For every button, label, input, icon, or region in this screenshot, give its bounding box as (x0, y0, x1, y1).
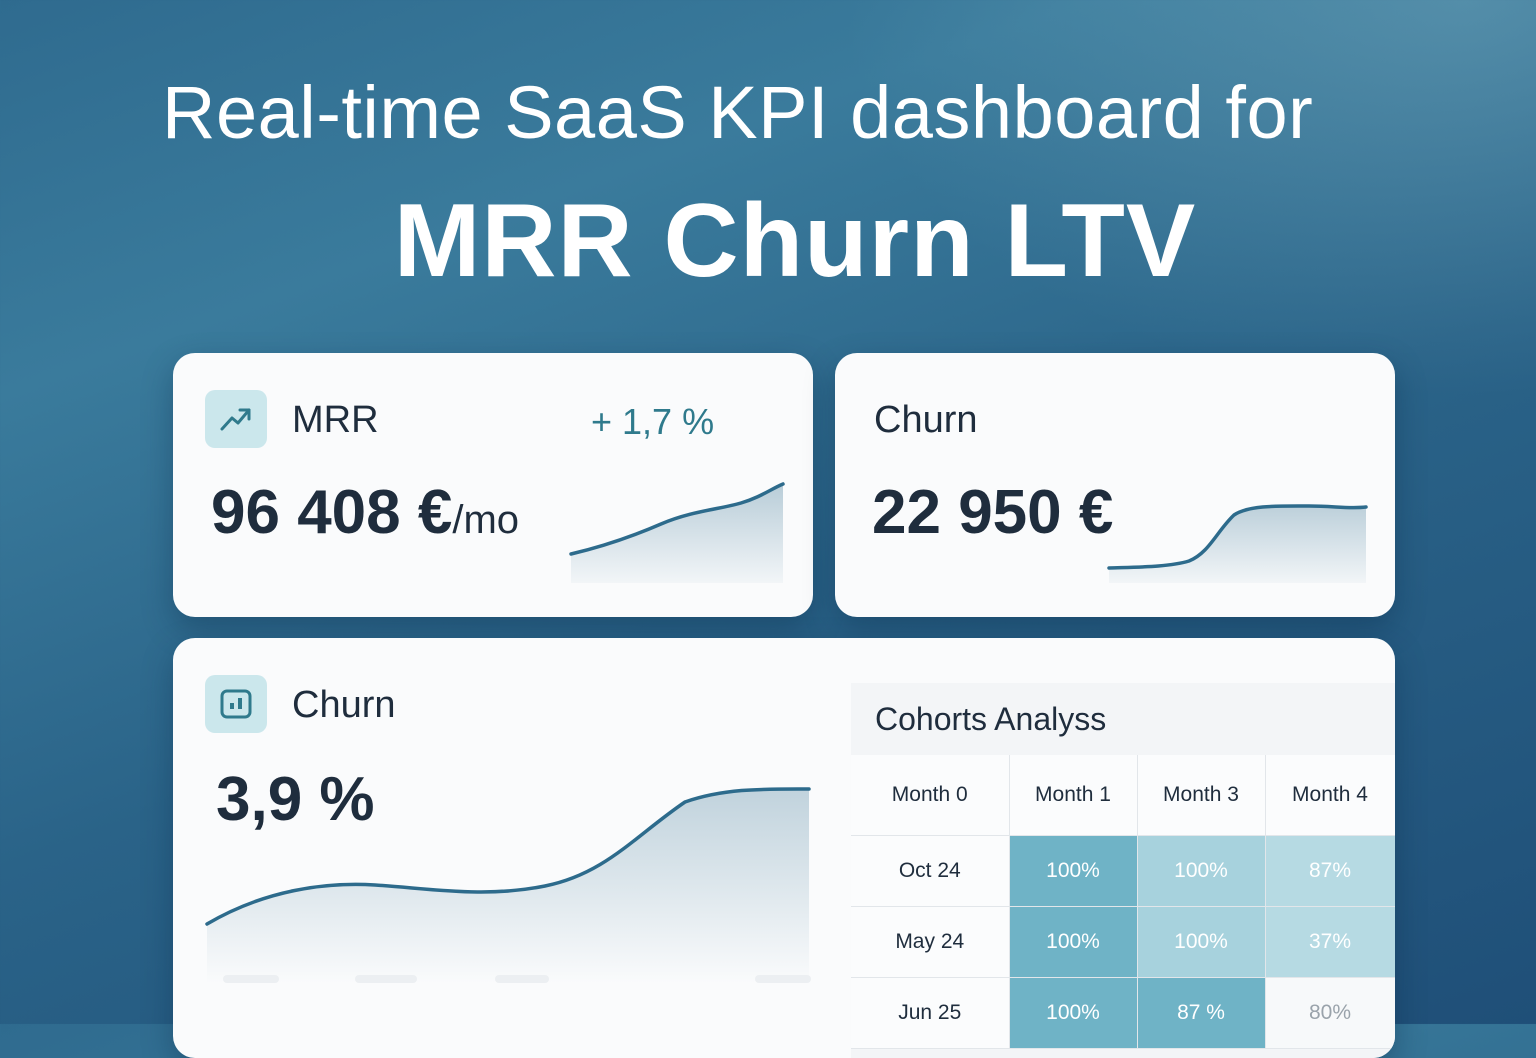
mrr-delta: + 1,7 % (591, 401, 715, 442)
cohort-cell: 100% (1137, 835, 1266, 907)
mrr-amount: 96 408 € (211, 478, 453, 547)
churn-rate-value: 3,9 % (216, 765, 375, 834)
cohort-panel: Cohorts Analyss Month 0 Month 1 Month 3 … (851, 683, 1395, 1058)
cohort-cell: 87% (1265, 835, 1395, 907)
axis-placeholder (223, 975, 279, 983)
mrr-unit: /mo (452, 498, 520, 542)
mrr-sparkline (569, 482, 785, 583)
table-row: Jun 25 100% 87 % 80% (851, 977, 1395, 1049)
churn-rate-line-chart (205, 787, 811, 984)
mrr-value: 96 408 €/mo (211, 477, 519, 548)
churn-revenue-value: 22 950 € (872, 478, 1114, 547)
cohort-cell: 100% (1009, 835, 1138, 907)
table-row: May 24 100% 100% 37% (851, 906, 1395, 978)
cohort-title: Cohorts Analyss (875, 701, 1107, 737)
cohort-cell: 37% (1265, 906, 1395, 978)
trending-up-icon (205, 390, 267, 448)
cohort-header: Month 1 (1009, 755, 1138, 836)
cohort-header: Month 4 (1265, 755, 1395, 836)
churn-rate-title: Churn (292, 684, 396, 726)
axis-placeholder (755, 975, 811, 983)
cohort-cell: 100% (1137, 906, 1266, 978)
headline-line1: Real-time SaaS KPI dashboard for (162, 71, 1314, 154)
cohort-row-label: Jun 25 (851, 977, 1010, 1049)
cohort-cell: 100% (1009, 906, 1138, 978)
cohort-cell: 80% (1265, 977, 1395, 1049)
churn-revenue-title: Churn (874, 399, 978, 441)
cohort-cell: 100% (1009, 977, 1138, 1049)
mrr-card[interactable]: MRR + 1,7 % 96 408 €/mo (173, 353, 813, 617)
churn-rate-card[interactable]: Churn 3,9 % Cohorts Analyss Month 0 Mont… (173, 638, 1395, 1058)
axis-placeholder (495, 975, 549, 983)
cohort-row-label: May 24 (851, 906, 1010, 978)
axis-placeholder (355, 975, 417, 983)
churn-revenue-card[interactable]: Churn 22 950 € (835, 353, 1395, 617)
chart-icon (205, 675, 267, 733)
cohort-cell: 87 % (1137, 977, 1266, 1049)
table-row: Oct 24 100% 100% 87% (851, 835, 1395, 907)
cohort-header: Month 0 (851, 755, 1010, 836)
mrr-title: MRR (292, 399, 379, 441)
churn-revenue-sparkline (1107, 504, 1368, 583)
cohort-table: Month 0 Month 1 Month 3 Month 4 Oct 24 1… (851, 755, 1395, 1049)
cohort-header: Month 3 (1137, 755, 1266, 836)
cohort-row-label: Oct 24 (851, 835, 1010, 907)
headline-line2: MRR Churn LTV (393, 183, 1197, 299)
cohort-header-row: Month 0 Month 1 Month 3 Month 4 (851, 755, 1395, 836)
